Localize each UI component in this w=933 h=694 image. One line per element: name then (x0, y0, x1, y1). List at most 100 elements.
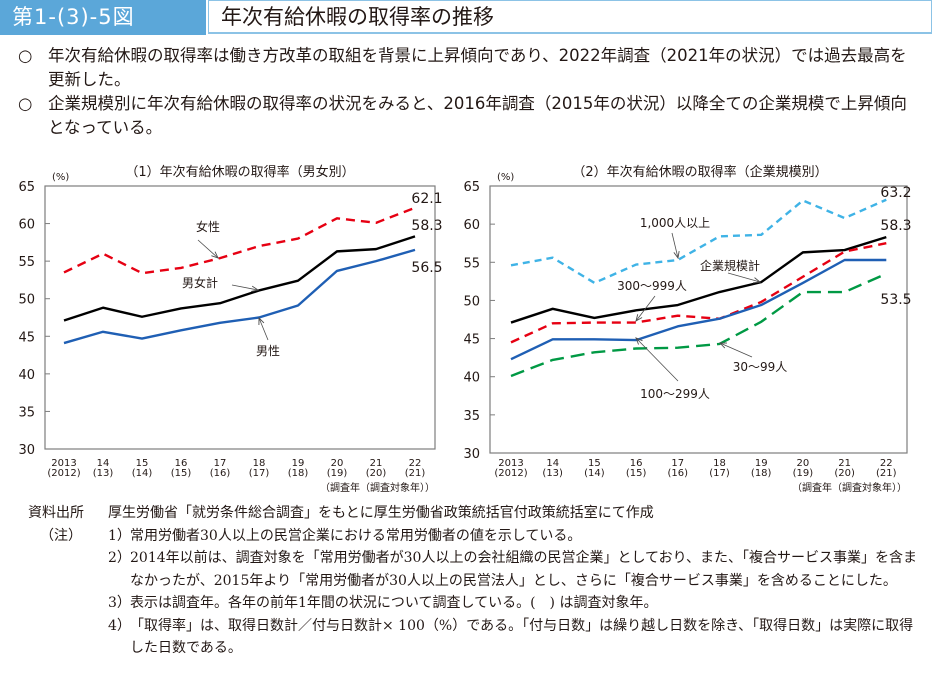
y-tick-label: 50 (18, 293, 35, 308)
series-line (63, 206, 416, 275)
x-tick-label: 21 (370, 458, 383, 469)
note-number: 4） (108, 617, 131, 634)
x-tick-label: 14 (97, 458, 110, 469)
series-annotation-label: 女性 (196, 219, 220, 234)
x-tick-label: 22 (409, 458, 422, 469)
annotation-arrowhead (635, 314, 643, 322)
y-tick-label: 35 (463, 409, 480, 424)
y-tick-label: 65 (18, 180, 35, 195)
x-tick-label: 20 (331, 458, 344, 469)
annotation-pointer (635, 295, 656, 322)
series-annotation-label: 30～99人 (733, 360, 788, 374)
bullet-text: 年次有給休暇の取得率は働き方改革の取組を背景に上昇傾向であり、2022年調査（2… (48, 46, 907, 89)
end-value-label: 56.5 (411, 260, 442, 276)
annotation-pointer (258, 317, 269, 341)
series-line (510, 235, 887, 324)
annotation-arrowhead (251, 285, 260, 292)
y-tick-label: 60 (463, 218, 480, 233)
note-number: 3） (108, 595, 131, 611)
x-tick-label: 21 (838, 458, 851, 469)
x-tick-sublabel: (2012) (494, 468, 527, 479)
annotation-arrowhead (211, 251, 219, 259)
annotation-arrowhead (752, 277, 762, 284)
note-number: 2） (108, 550, 131, 566)
x-tick-sublabel: (17) (249, 468, 270, 479)
summary-bullet: ○ 企業規模別に年次有給休暇の取得率の状況をみると、2016年調査（2015年の… (18, 92, 918, 140)
series-annotation-label: 企業規模計 (700, 258, 760, 273)
annotation-arrowhead (673, 251, 680, 260)
x-tick-label: 17 (671, 458, 684, 469)
series-line (510, 272, 887, 378)
x-tick-sublabel: (18) (751, 468, 772, 479)
x-tick-sublabel: (15) (171, 468, 192, 479)
annotation-pointer (197, 239, 219, 259)
series-line (510, 258, 887, 361)
notes-label: （注） (40, 527, 82, 544)
x-tick-label: 19 (755, 458, 768, 469)
series-line (63, 248, 416, 345)
y-tick-label: 40 (463, 371, 480, 386)
source-text: 厚生労働省「就労条件総合調査」をもとに厚生労働省政策統括官付政策統括室にて作成 (108, 505, 654, 521)
x-tick-sublabel: (19) (793, 468, 814, 479)
series-line (510, 242, 887, 344)
annotation-arrowhead (258, 316, 265, 326)
x-tick-label: 2013 (498, 458, 523, 469)
plot-frame (489, 185, 908, 454)
notes-section: 資料出所 厚生労働省「就労条件総合調査」をもとに厚生労働省政策統括官付政策統括室… (28, 502, 918, 660)
annotation-pointer (231, 284, 259, 291)
x-tick-sublabel: (20) (834, 468, 855, 479)
x-tick-sublabel: (13) (93, 468, 114, 479)
y-tick-label: 30 (18, 443, 35, 458)
x-tick-label: 20 (797, 458, 810, 469)
note-item: 4） 「取得率」は、取得日数計／付与日数計× 100（%）である。「付与日数」は… (28, 615, 918, 660)
x-tick-label: 19 (292, 458, 305, 469)
x-tick-sublabel: (16) (210, 468, 231, 479)
summary-bullets: ○ 年次有給休暇の取得率は働き方改革の取組を背景に上昇傾向であり、2022年調査… (18, 44, 918, 140)
note-text: 「取得率」は、取得日数計／付与日数計× 100（%）である。「付与日数」は繰り越… (130, 617, 914, 657)
y-tick-label: 40 (18, 368, 35, 383)
circle-bullet-icon: ○ (18, 94, 33, 113)
x-tick-sublabel: (21) (405, 468, 426, 479)
x-tick-label: 16 (175, 458, 188, 469)
x-axis-label: （調査年（調査対象年）） (320, 481, 435, 494)
y-tick-label: 50 (463, 294, 480, 309)
annotation-arrowhead (718, 342, 728, 349)
x-tick-sublabel: (16) (668, 468, 689, 479)
x-axis-label: （調査年（調査対象年）） (792, 481, 907, 494)
y-tick-label: 55 (463, 256, 480, 271)
x-tick-sublabel: (14) (584, 468, 605, 479)
annotation-pointer (671, 232, 679, 259)
x-tick-label: 2013 (51, 458, 76, 469)
series-annotation-label: 男女計 (182, 275, 218, 290)
y-tick-label: 55 (18, 255, 35, 270)
x-tick-sublabel: (20) (366, 468, 387, 479)
x-tick-label: 22 (880, 458, 893, 469)
chart-title: （2）年次有給休暇の取得率（企業規模別） (572, 164, 827, 180)
summary-bullet: ○ 年次有給休暇の取得率は働き方改革の取組を背景に上昇傾向であり、2022年調査… (18, 44, 918, 92)
x-tick-sublabel: (14) (132, 468, 153, 479)
source-label: 資料出所 (28, 505, 84, 521)
plot-frame (44, 185, 436, 450)
circle-bullet-icon: ○ (18, 46, 33, 65)
x-tick-sublabel: (13) (542, 468, 563, 479)
chart-title: （1）年次有給休暇の取得率（男女別） (125, 164, 354, 180)
end-value-label: 53.5 (880, 292, 911, 308)
series-line (510, 198, 887, 285)
y-tick-label: 60 (18, 218, 35, 233)
figure-number: 第1-(3)-5図 (0, 0, 206, 35)
y-tick-label: 45 (463, 333, 480, 348)
end-value-label: 58.3 (880, 218, 911, 234)
annotation-arrowhead (635, 337, 643, 345)
bullet-text: 企業規模別に年次有給休暇の取得率の状況をみると、2016年調査（2015年の状況… (48, 94, 907, 137)
note-item: 3） 表示は調査年。各年の前年1年間の状況について調査している。( ) は調査対… (28, 592, 918, 615)
annotation-pointer (727, 272, 761, 283)
end-value-label: 62.1 (411, 191, 442, 207)
figure-title: 年次有給休暇の取得率の推移 (208, 0, 932, 34)
charts-area: （1）年次有給休暇の取得率（男女別）(%)3035404550556065201… (18, 164, 911, 494)
note-text: 2014年以前は、調査対象を「常用労働者が30人以上の会社組織の民営企業」として… (130, 550, 918, 589)
note-text: 常用労働者30人以上の民営企業における常用労働者の値を示している。 (130, 527, 582, 544)
x-tick-label: 18 (253, 458, 266, 469)
note-number: 1） (108, 527, 131, 544)
figure-header: 第1-(3)-5図 年次有給休暇の取得率の推移 (0, 0, 933, 35)
source-row: 資料出所 厚生労働省「就労条件総合調査」をもとに厚生労働省政策統括官付政策統括室… (28, 502, 918, 525)
